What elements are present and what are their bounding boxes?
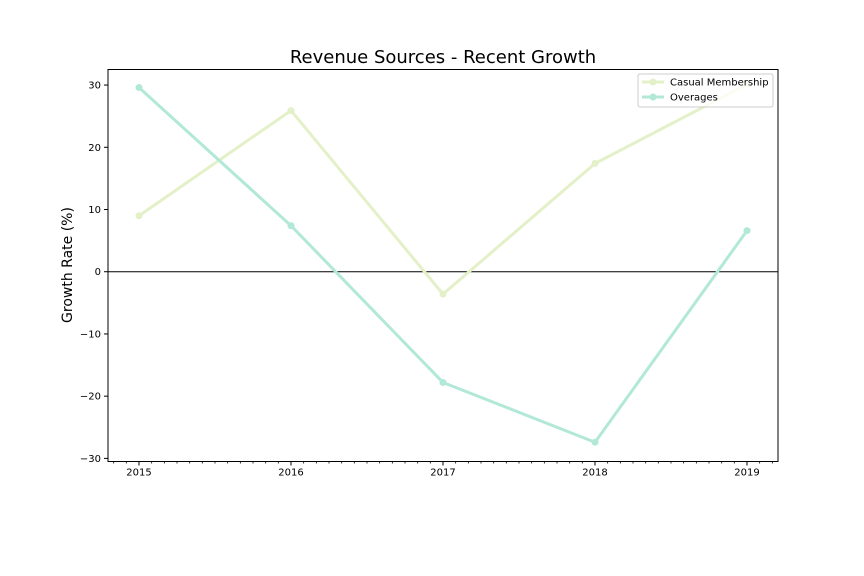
series-1 — [135, 84, 751, 446]
legend-marker — [649, 93, 657, 101]
data-point — [591, 438, 599, 446]
y-axis: 30 20 10 0 −10 −20 −30 — [80, 81, 108, 465]
data-point — [135, 212, 143, 220]
legend: Casual Membership Overages — [637, 73, 774, 108]
data-point — [135, 84, 143, 92]
series-layer — [135, 80, 751, 446]
legend-box — [637, 73, 774, 108]
y-tick-label: 0 — [95, 267, 101, 278]
data-point — [591, 159, 599, 167]
series-line — [137, 86, 749, 444]
y-tick-label: −10 — [80, 329, 101, 340]
legend-label: Overages — [670, 93, 718, 104]
x-tick-label: 2017 — [430, 468, 455, 479]
series-0 — [135, 80, 751, 298]
plot-area — [107, 69, 779, 462]
y-axis-label: Growth Rate (%) — [60, 207, 76, 323]
y-tick-label: 20 — [88, 143, 101, 154]
chart-title: Revenue Sources - Recent Growth — [290, 47, 596, 68]
y-tick-label: 10 — [88, 205, 101, 216]
x-axis: 2015 2016 2017 2018 2019 — [113, 461, 773, 479]
y-tick-label: −20 — [80, 392, 101, 403]
data-point — [287, 107, 295, 115]
x-tick-label: 2016 — [278, 468, 303, 479]
legend-label: Casual Membership — [670, 78, 769, 89]
x-tick-label: 2019 — [734, 468, 759, 479]
data-point — [743, 227, 751, 235]
y-tick-label: −30 — [80, 454, 101, 465]
series-line — [138, 83, 748, 296]
x-tick-label: 2015 — [126, 468, 151, 479]
data-point — [439, 290, 447, 298]
data-point — [439, 378, 447, 386]
legend-marker — [649, 78, 657, 86]
x-tick-label: 2018 — [582, 468, 607, 479]
y-tick-label: 30 — [88, 81, 101, 92]
data-point — [287, 222, 295, 230]
